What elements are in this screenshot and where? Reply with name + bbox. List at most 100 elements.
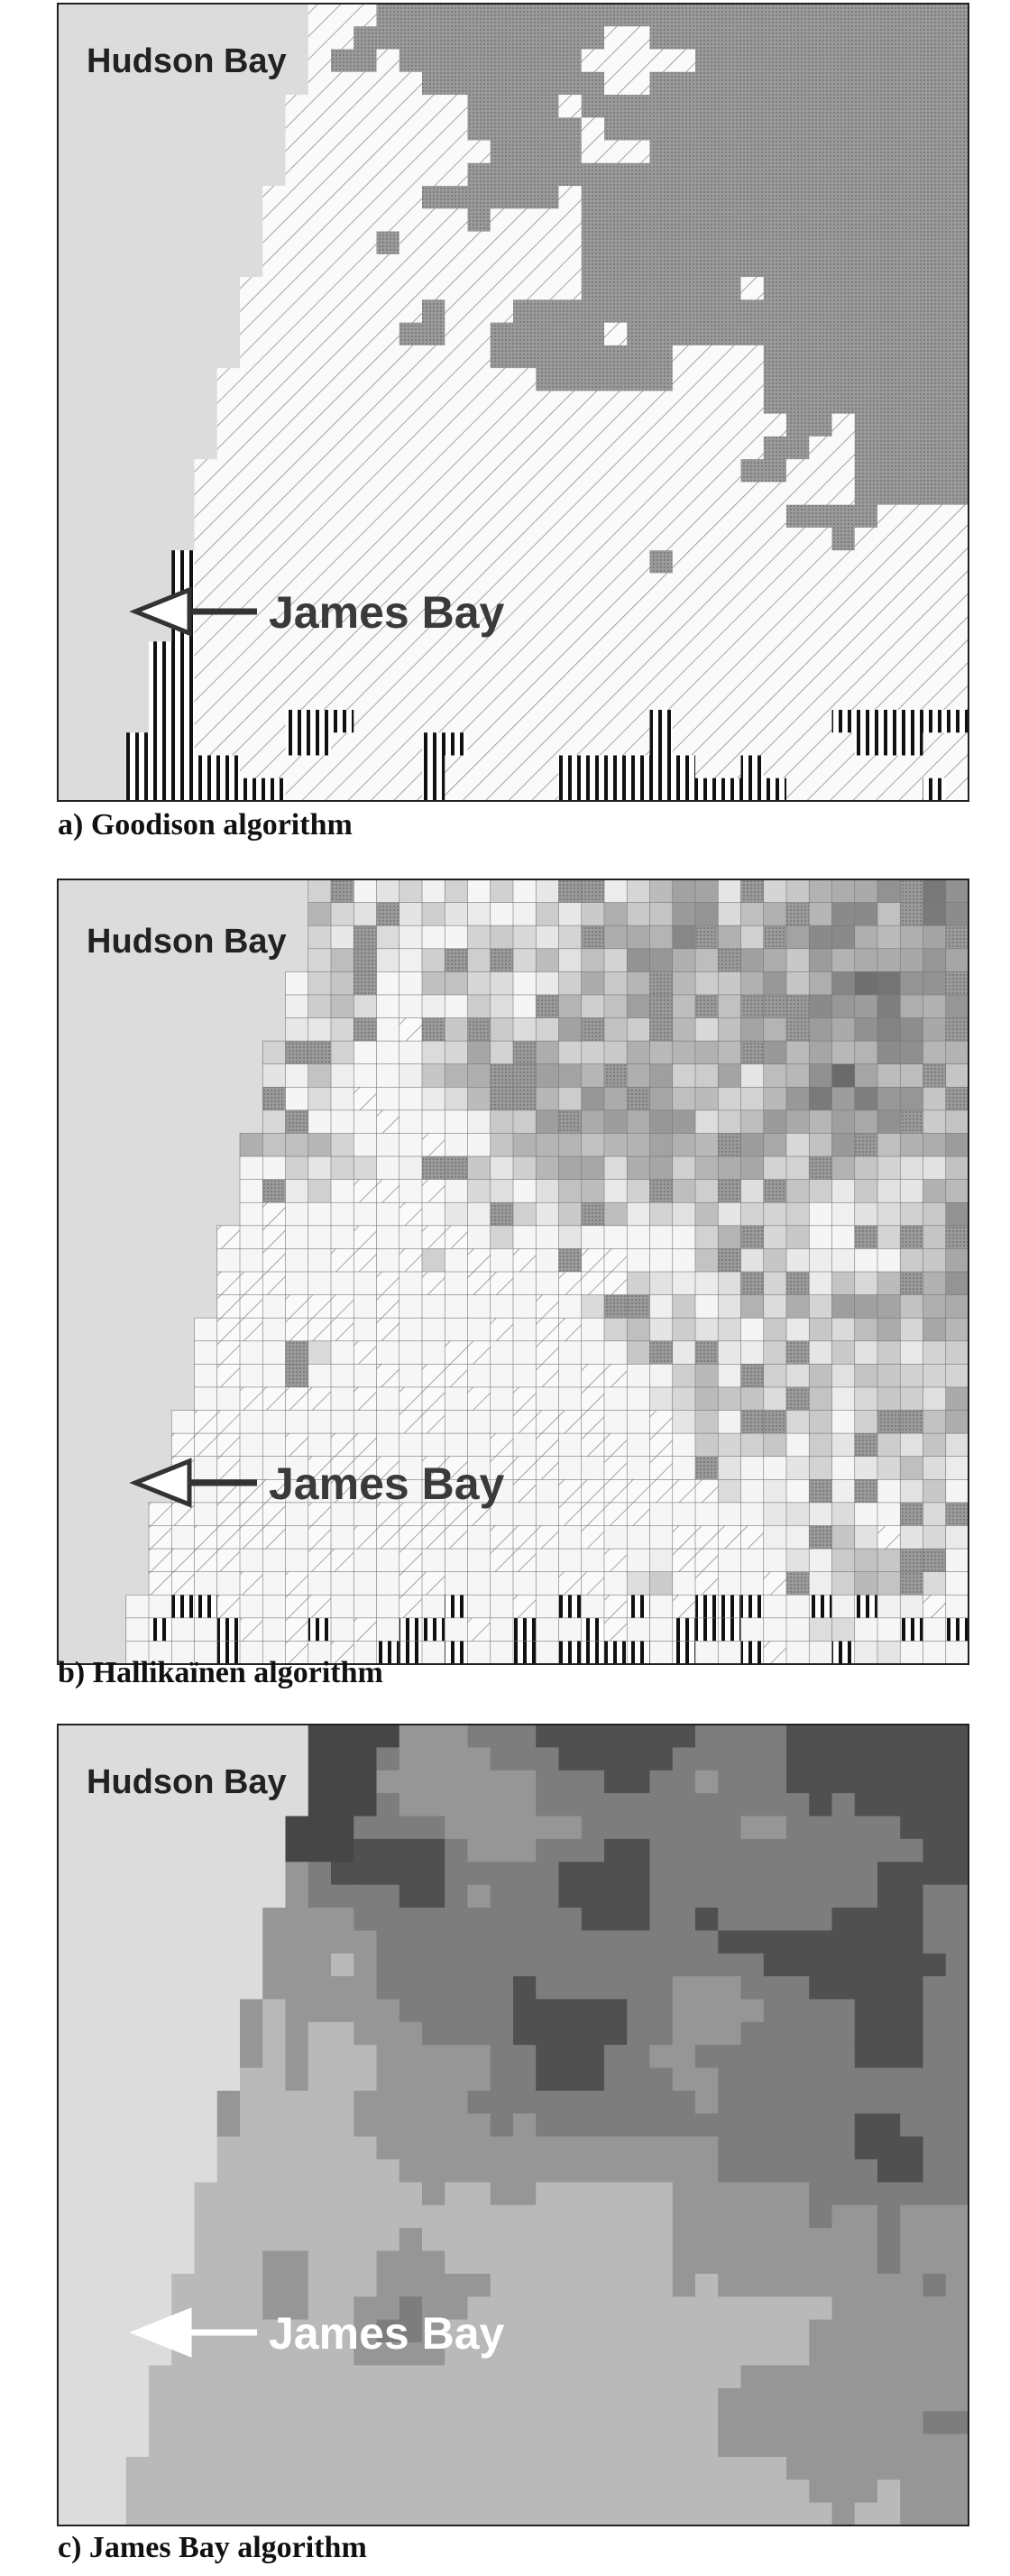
- map-cell: [923, 1155, 947, 1181]
- map-cell: [785, 879, 811, 904]
- map-cell: [467, 2159, 491, 2183]
- map-cell: [331, 26, 354, 51]
- map-cell: [262, 664, 286, 688]
- map-cell: [626, 994, 651, 1019]
- map-cell: [285, 253, 309, 278]
- map-cell: [877, 1086, 902, 1111]
- map-cell: [513, 1884, 537, 1909]
- map-cell: [285, 2342, 309, 2366]
- map-cell: [467, 550, 491, 574]
- map-cell: [376, 1953, 400, 1977]
- map-cell: [354, 550, 377, 574]
- map-cell: [331, 436, 354, 460]
- map-cell: [581, 1770, 605, 1794]
- map-cell: [854, 1862, 878, 1886]
- map-cell: [626, 1271, 651, 1296]
- map-cell: [467, 1617, 491, 1642]
- map-cell: [330, 1571, 355, 1596]
- map-cell: [558, 368, 583, 391]
- map-cell: [581, 550, 605, 574]
- map-cell: [262, 618, 286, 642]
- map-cell: [330, 902, 355, 926]
- map-cell: [831, 2228, 856, 2252]
- map-cell: [809, 1862, 832, 1886]
- map-cell: [877, 1109, 902, 1135]
- map-cell: [444, 971, 469, 996]
- map-cell: [535, 1478, 560, 1504]
- map-cell: [581, 1594, 605, 1619]
- map-cell: [262, 550, 286, 574]
- map-cell: [421, 1548, 446, 1573]
- map-cell: [695, 436, 719, 460]
- map-cell: [308, 2113, 332, 2138]
- map-cell: [285, 482, 309, 506]
- map-cell: [216, 504, 241, 529]
- map-cell: [831, 2136, 856, 2160]
- map-cell: [467, 618, 491, 642]
- map-cell: [331, 527, 354, 551]
- map-cell: [581, 1793, 605, 1817]
- map-cell: [945, 1201, 969, 1227]
- map-cell: [240, 459, 263, 483]
- map-cell: [399, 2067, 423, 2092]
- map-cell: [285, 1155, 309, 1181]
- map-cell: [717, 1317, 742, 1342]
- map-cell: [581, 755, 605, 779]
- map-cell: [900, 95, 923, 118]
- map-cell: [899, 1317, 924, 1342]
- map-cell: [331, 2433, 354, 2458]
- map-cell: [900, 2319, 923, 2343]
- map-cell: [240, 2159, 263, 2183]
- map-cell: [877, 2250, 901, 2275]
- map-cell: [694, 879, 720, 904]
- map-cell: [376, 2113, 400, 2138]
- map-cell: [535, 1271, 560, 1296]
- map-cell: [718, 1976, 741, 2000]
- map-cell: [513, 2136, 537, 2160]
- map-cell: [513, 1770, 537, 1794]
- map-cell: [581, 2273, 605, 2297]
- map-cell: [809, 2228, 832, 2252]
- map-cell: [376, 345, 400, 369]
- map-cell: [308, 4, 332, 27]
- map-cell: [923, 231, 947, 255]
- map-cell: [831, 1155, 856, 1181]
- map-cell: [923, 504, 947, 529]
- map-cell: [581, 1017, 605, 1042]
- map-cell: [809, 413, 832, 437]
- map-cell: [945, 1248, 969, 1273]
- map-cell: [831, 595, 856, 620]
- map-cell: [877, 994, 902, 1019]
- map-cell: [603, 1040, 629, 1065]
- map-cell: [535, 971, 560, 996]
- map-cell: [422, 2045, 445, 2069]
- map-cell: [354, 459, 377, 483]
- map-cell: [376, 2319, 400, 2343]
- map-cell: [354, 2296, 377, 2321]
- map-cell: [672, 1793, 696, 1817]
- map-cell: [467, 345, 491, 369]
- map-cell: [786, 391, 810, 415]
- map-cell: [331, 2204, 354, 2229]
- map-cell: [376, 709, 400, 733]
- map-cell: [854, 641, 878, 665]
- map-cell: [354, 755, 377, 779]
- map-cell: [262, 1155, 287, 1181]
- map-cell: [194, 2387, 218, 2412]
- map-cell: [467, 2228, 491, 2252]
- map-cell: [422, 2204, 445, 2229]
- map-cell: [945, 641, 969, 665]
- map-cell: [717, 1294, 742, 1319]
- map-cell: [808, 1017, 833, 1042]
- map-cell: [399, 504, 423, 529]
- map-cell: [512, 1548, 537, 1573]
- map-cell: [649, 1478, 674, 1504]
- map-cell: [262, 277, 286, 300]
- map-cell: [923, 1594, 947, 1619]
- map-cell: [422, 527, 445, 551]
- map-cell: [877, 504, 901, 529]
- map-cell: [763, 1976, 787, 2000]
- map-cell: [444, 1617, 469, 1642]
- map-cell: [672, 1432, 696, 1458]
- map-cell: [399, 2228, 423, 2252]
